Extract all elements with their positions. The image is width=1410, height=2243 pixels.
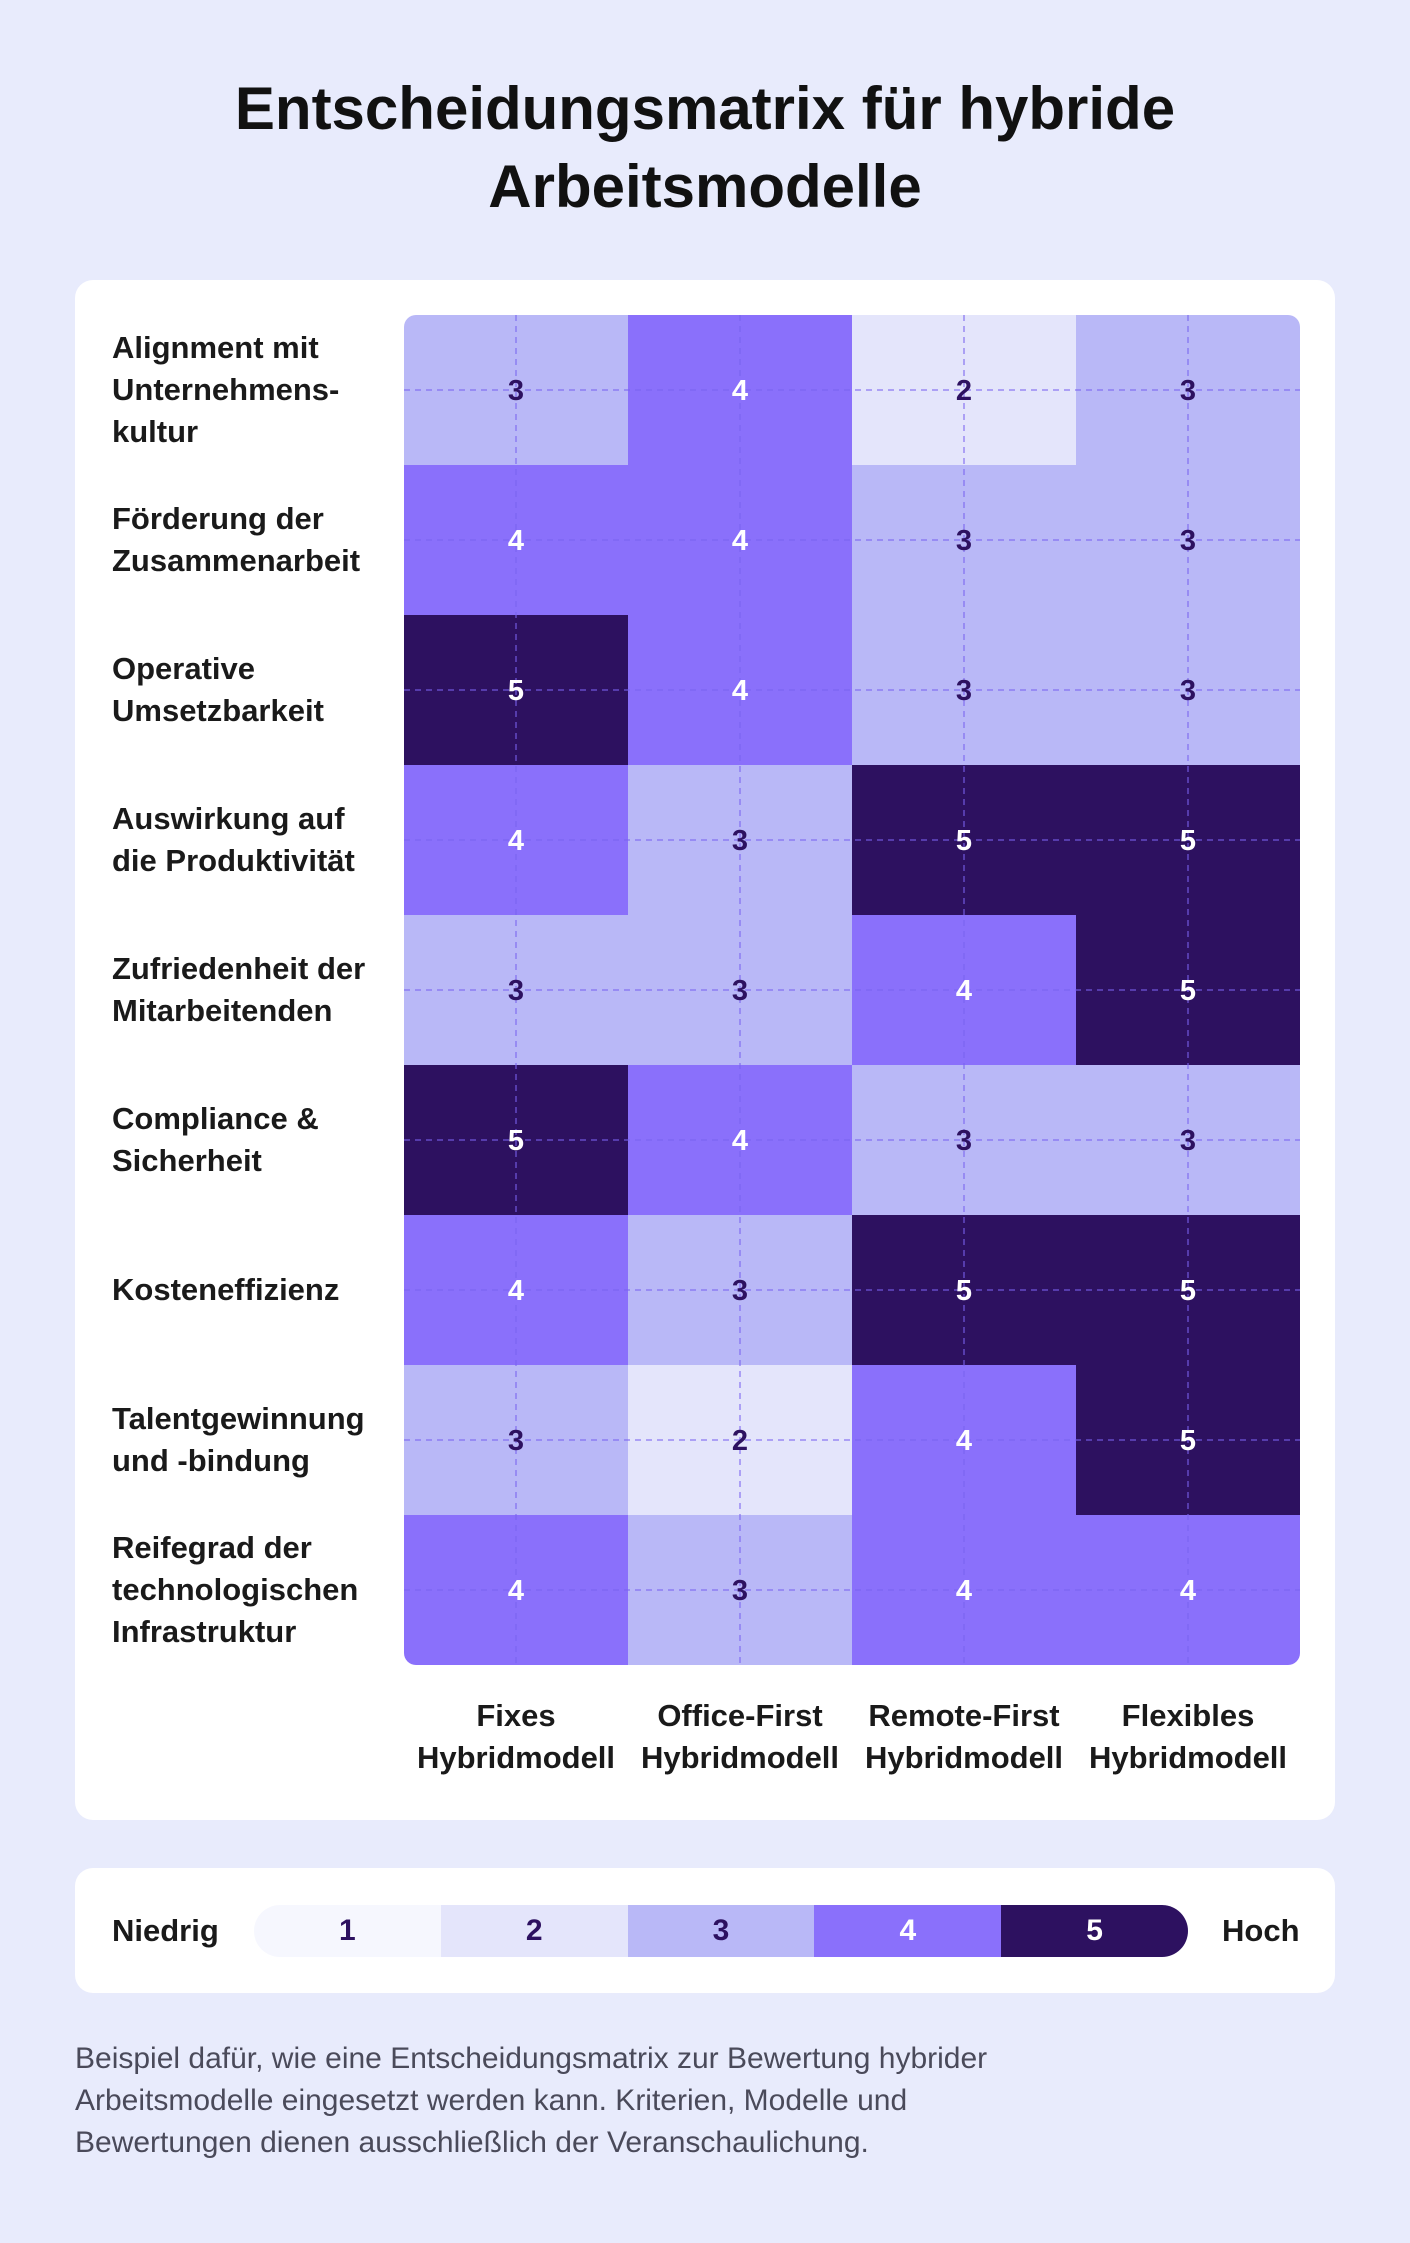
heatmap-value-r8-c3: 4 — [1180, 1575, 1196, 1607]
row-label-line: Unternehmens- — [112, 372, 340, 407]
heatmap-value-r0-c2: 2 — [956, 375, 972, 407]
row-label-line: Infrastruktur — [112, 1614, 297, 1649]
column-label: Office-First Hybridmodell — [628, 1695, 852, 1779]
heatmap-value-r0-c3: 3 — [1180, 375, 1196, 407]
column-label-line: Remote-First — [868, 1698, 1060, 1733]
column-label-line: Flexibles — [1121, 1698, 1255, 1733]
row-label: Operative Umsetzbarkeit — [112, 615, 392, 765]
heatmap-matrix: 3 4 2 3 4 4 3 3 5 4 3 3 4 3 5 5 3 3 4 5 5 4 3 3 4 3 5 5 3 2 4 5 4 3 4 4 — [404, 315, 1300, 1665]
row-label-line: Sicherheit — [112, 1143, 262, 1178]
row-label-line: Zufriedenheit der — [112, 951, 366, 986]
heatmap-value-r7-c0: 3 — [508, 1425, 524, 1457]
heatmap-value-r3-c1: 3 — [732, 825, 748, 857]
row-label-line: und -bindung — [112, 1443, 310, 1478]
row-label: Talentgewinnung und -bindung — [112, 1365, 392, 1515]
caption: Beispiel dafür, wie eine Entscheidungsma… — [75, 2038, 1075, 2164]
heatmap-value-r2-c0: 5 — [508, 675, 524, 707]
row-label-line: Talentgewinnung — [112, 1401, 365, 1436]
heatmap-value-r3-c2: 5 — [956, 825, 972, 857]
row-label-line: kultur — [112, 414, 199, 449]
heatmap-value-r6-c0: 4 — [508, 1275, 524, 1307]
heatmap-value-r4-c1: 3 — [732, 975, 748, 1007]
legend-step-3: 3 — [627, 1905, 815, 1957]
legend-step-5: 5 — [1001, 1905, 1188, 1957]
legend-step-1: 1 — [254, 1905, 441, 1957]
column-label-line: Hybridmodell — [640, 1740, 840, 1775]
caption-line-3: Bewertungen dienen ausschließlich der Ve… — [75, 2126, 869, 2159]
column-label: Flexibles Hybridmodell — [1076, 1695, 1300, 1779]
page-title: Entscheidungsmatrix für hybride Arbeitsm… — [0, 70, 1410, 226]
row-label-line: Kosteneffizienz — [112, 1272, 340, 1307]
heatmap-value-r5-c3: 3 — [1180, 1125, 1196, 1157]
heatmap-value-r5-c2: 3 — [956, 1125, 972, 1157]
heatmap-value-r5-c0: 5 — [508, 1125, 524, 1157]
heatmap-value-r7-c1: 2 — [732, 1425, 748, 1457]
column-label-line: Fixes — [476, 1698, 556, 1733]
row-label-line: Förderung der — [112, 501, 324, 536]
heatmap-value-r8-c0: 4 — [508, 1575, 524, 1607]
heatmap-value-r6-c2: 5 — [956, 1275, 972, 1307]
legend-scale: 1 2 3 4 5 — [254, 1905, 1188, 1957]
row-label-line: Reifegrad der — [112, 1530, 312, 1565]
caption-line-2: Arbeitsmodelle eingesetzt werden kann. K… — [75, 2084, 908, 2117]
heatmap-value-r5-c1: 4 — [732, 1125, 748, 1157]
column-label: Remote-First Hybridmodell — [852, 1695, 1076, 1779]
row-label-line: Mitarbeitenden — [112, 993, 333, 1028]
legend-low-label: Niedrig — [112, 1913, 219, 1948]
heatmap-value-r6-c3: 5 — [1180, 1275, 1196, 1307]
heatmap-value-r4-c3: 5 — [1180, 975, 1196, 1007]
heatmap-value-r1-c0: 4 — [508, 525, 524, 557]
row-label: Reifegrad der technologischen Infrastruktu… — [112, 1515, 392, 1665]
row-label-line: Umsetzbarkeit — [112, 693, 324, 728]
row-label-line: die Produktivität — [112, 843, 355, 878]
row-label: Alignment mit Unternehmens-kultur — [112, 315, 392, 465]
row-label: Kosteneffizienz — [112, 1215, 392, 1365]
row-label-line: Alignment mit — [112, 330, 319, 365]
heatmap-value-r1-c2: 3 — [956, 525, 972, 557]
title-line-1: Entscheidungsmatrix für hybride — [234, 75, 1176, 142]
column-label-line: Office-First — [657, 1698, 823, 1733]
row-label-line: Operative — [112, 651, 256, 686]
row-label: Förderung der Zusammenarbeit — [112, 465, 392, 615]
column-label: Fixes Hybridmodell — [404, 1695, 628, 1779]
heatmap-value-r7-c2: 4 — [956, 1425, 972, 1457]
row-label: Zufriedenheit der Mitarbeitenden — [112, 915, 392, 1065]
column-label-line: Hybridmodell — [1088, 1740, 1288, 1775]
row-label-line: Auswirkung auf — [112, 801, 345, 836]
heatmap-value-r6-c1: 3 — [732, 1275, 748, 1307]
caption-line-1: Beispiel dafür, wie eine Entscheidungsma… — [75, 2042, 988, 2075]
heatmap-value-r4-c2: 4 — [956, 975, 972, 1007]
row-label: Compliance & Sicherheit — [112, 1065, 392, 1215]
legend-step-4: 4 — [814, 1905, 1002, 1957]
legend-high-label: Hoch — [1222, 1913, 1300, 1948]
heatmap-value-r7-c3: 5 — [1180, 1425, 1196, 1457]
heatmap-value-r3-c0: 4 — [508, 825, 524, 857]
heatmap-value-r4-c0: 3 — [508, 975, 524, 1007]
title-line-2: Arbeitsmodelle — [488, 153, 922, 220]
heatmap-value-r2-c1: 4 — [732, 675, 748, 707]
heatmap-value-r2-c3: 3 — [1180, 675, 1196, 707]
heatmap-value-r8-c2: 4 — [956, 1575, 972, 1607]
heatmap-value-r0-c0: 3 — [508, 375, 524, 407]
heatmap-value-r1-c3: 3 — [1180, 525, 1196, 557]
heatmap-value-r2-c2: 3 — [956, 675, 972, 707]
column-label-line: Hybridmodell — [864, 1740, 1064, 1775]
row-label-line: Zusammenarbeit — [112, 543, 361, 578]
heatmap-value-r0-c1: 4 — [732, 375, 748, 407]
column-label-line: Hybridmodell — [416, 1740, 616, 1775]
heatmap-value-r1-c1: 4 — [732, 525, 748, 557]
row-label: Auswirkung auf die Produktivität — [112, 765, 392, 915]
row-label-line: Compliance & — [112, 1101, 319, 1136]
legend-step-2: 2 — [440, 1905, 628, 1957]
row-label-line: technologischen — [112, 1572, 359, 1607]
heatmap-value-r3-c3: 5 — [1180, 825, 1196, 857]
heatmap-value-r8-c1: 3 — [732, 1575, 748, 1607]
